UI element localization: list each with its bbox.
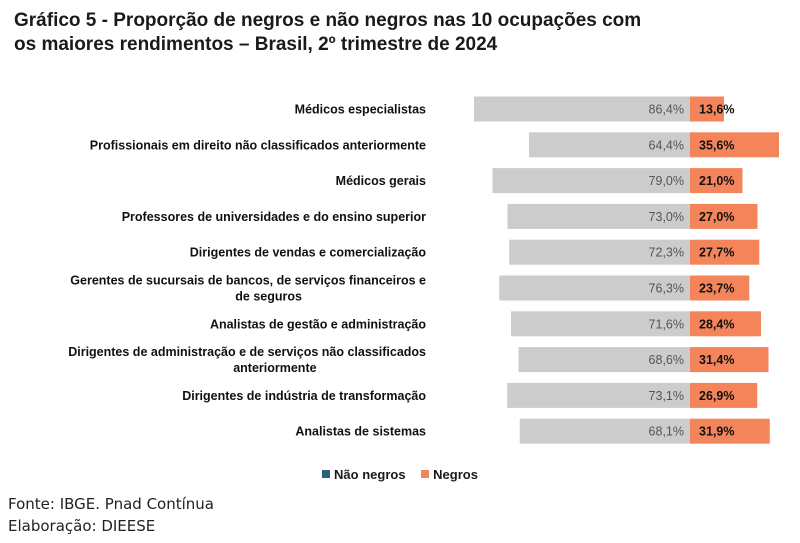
category-label: Médicos especialistas [295,103,426,117]
bar-nao-negros [492,168,690,194]
value-label-negros: 26,9% [699,389,734,403]
value-label-nao-negros: 72,3% [649,246,684,260]
legend-swatch-nao-negros [322,470,331,478]
value-label-negros: 28,4% [699,317,734,331]
bar-nao-negros [507,382,690,408]
bar-nao-negros [509,239,690,265]
bar-negros [690,168,743,194]
source-text: Fonte: IBGE. Pnad Contínua [8,495,214,513]
legend-label-nao-negros: Não negros [334,466,406,482]
value-label-nao-negros: 76,3% [649,282,684,296]
bar-negros [690,132,779,158]
bar-negros [690,239,760,265]
value-label-nao-negros: 73,0% [649,210,684,224]
category-label: anteriormente [233,361,316,375]
category-label: Analistas de sistemas [295,425,426,439]
value-label-negros: 23,7% [699,282,734,296]
legend-item-nao-negros: Não negros [322,467,406,482]
bar-nao-negros [507,203,690,229]
bar-nao-negros [519,418,690,444]
source-note: Fonte: IBGE. Pnad Contínua Elaboração: D… [8,493,214,537]
bar-negros [690,96,724,122]
bar-nao-negros [529,132,690,158]
category-label: Dirigentes de vendas e comercialização [190,246,427,260]
bar-negros [690,275,750,301]
value-label-nao-negros: 73,1% [649,389,684,403]
value-label-negros: 31,9% [699,425,734,439]
chart-legend: Não negros Negros [0,466,800,482]
bar-negros [690,382,758,408]
bar-negros [690,203,758,229]
category-label: Professores de universidades e do ensino… [122,210,426,224]
bar-negros [690,347,769,373]
bar-nao-negros [518,347,690,373]
category-label: Analistas de gestão e administração [210,317,426,331]
category-label: Dirigentes de indústria de transformação [182,389,426,403]
value-label-negros: 35,6% [699,138,734,152]
value-label-nao-negros: 79,0% [649,174,684,188]
bar-nao-negros [499,275,690,301]
value-label-nao-negros: 86,4% [649,103,684,117]
legend-label-negros: Negros [433,466,478,482]
value-label-negros: 21,0% [699,174,734,188]
value-label-negros: 13,6% [699,103,734,117]
value-label-nao-negros: 71,6% [649,317,684,331]
bar-negros [690,311,761,337]
category-label: Profissionais em direito não classificad… [90,138,426,152]
chart-title-line-1: Gráfico 5 - Proporção de negros e não ne… [14,10,642,31]
value-label-nao-negros: 68,6% [649,353,684,367]
value-label-negros: 27,7% [699,246,734,260]
bar-nao-negros [474,96,690,122]
value-label-nao-negros: 68,1% [649,425,684,439]
credit-text: Elaboração: DIEESE [8,517,156,535]
value-label-negros: 27,0% [699,210,734,224]
category-label: de seguros [235,290,302,304]
bar-negros [690,418,770,444]
value-label-negros: 31,4% [699,353,734,367]
category-label: Gerentes de sucursais de bancos, de serv… [70,274,426,288]
bar-chart: 86,4% 13,6% Médicos especialistas 64,4% 35,6… [68,96,779,444]
category-label: Dirigentes de administração e de serviço… [68,345,426,359]
category-label: Médicos gerais [336,174,426,188]
legend-swatch-negros [421,470,430,478]
value-label-nao-negros: 64,4% [649,138,684,152]
legend-item-negros: Negros [421,467,478,482]
chart-title: Gráfico 5 - Proporção de negros e não ne… [14,9,714,57]
bar-nao-negros [511,311,690,337]
chart-title-line-2: os maiores rendimentos – Brasil, 2º trim… [14,34,498,55]
